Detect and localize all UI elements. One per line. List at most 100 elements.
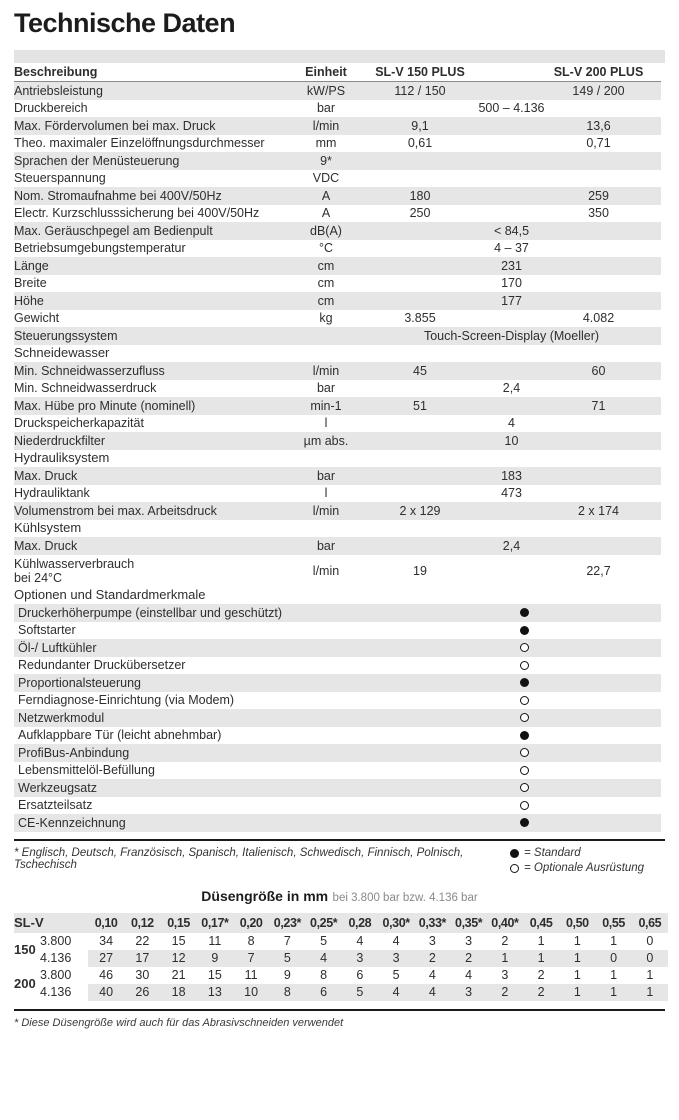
nozzle-value: 3 (450, 983, 487, 1001)
spec-row: Nom. Stromaufnahme bei 400V/50Hz A 180 259 (14, 187, 661, 205)
nozzle-value: 11 (244, 968, 258, 982)
nozzle-value: 30 (135, 968, 150, 982)
nozzle-table: SL-V 0,10 0,12 0,15 0,17* 0,20 0,23* 0,25* 0,28 0… (14, 912, 668, 1001)
nozzle-value: 0 (631, 949, 668, 967)
nozzle-footnote: * Diese Düsengröße wird auch für das Abr… (14, 1017, 344, 1029)
spec-value-150: 51 (362, 397, 478, 415)
spec-gap (478, 310, 536, 328)
option-row: Druckerhöherpumpe (einstellbar und gesch… (14, 604, 661, 622)
nozzle-value: 15 (207, 968, 222, 982)
spec-label: Druckspeicherkapazität (14, 416, 144, 431)
nozzle-value: 18 (160, 983, 197, 1001)
nozzle-value: 1 (537, 934, 545, 948)
nozzle-title-sub: bei 3.800 bar bzw. 4.136 bar (332, 891, 478, 904)
spec-value-150 (362, 152, 478, 170)
nozzle-pressure: 4.136 (40, 985, 72, 999)
spec-label-line1: Kühlwasserverbrauch (14, 556, 135, 571)
nozzle-value: 5 (392, 968, 400, 982)
spec-gap (478, 555, 536, 587)
option-label: Lebensmittelöl-Befüllung (18, 763, 155, 778)
spec-unit: kW/PS (290, 81, 362, 100)
spec-row: Electr. Kurzschlusssicherung bei 400V/50… (14, 205, 661, 223)
spec-gap (478, 117, 536, 135)
option-row: Softstarter (14, 622, 661, 640)
column-header-model1: SL-V 150 PLUS (362, 63, 478, 82)
nozzle-size-header: 0,40* (486, 912, 523, 933)
spec-label: Min. Schneidwasserzufluss (14, 362, 290, 380)
legend-standard-line: = Standard (510, 846, 665, 861)
column-header-description: Beschreibung (14, 63, 290, 82)
spec-value-150: 3.855 (404, 311, 436, 326)
spec-value-span: 4 – 37 (494, 241, 529, 256)
standard-dot-icon (510, 848, 519, 858)
legend-optional-line: = Optionale Ausrüstung (510, 861, 665, 876)
nozzle-value: 1 (610, 968, 618, 982)
optional-dot-icon (519, 713, 529, 723)
nozzle-title-bold: Düsengröße in mm (201, 887, 329, 904)
section-heading: Hydrauliksystem (14, 449, 661, 467)
spec-value-span: 2,4 (502, 381, 521, 396)
spec-label: Steuerungssystem (14, 327, 290, 345)
nozzle-value: 0 (595, 949, 632, 967)
nozzle-value: 1 (646, 968, 654, 982)
option-row: Aufklappbare Tür (leicht abnehmbar) (14, 727, 661, 745)
nozzle-value: 26 (124, 983, 161, 1001)
nozzle-body: 150 3.800 34 22 15 11 8 7 5 4 4 3 3 2 1 1 1 0 4.136 27 17 12 9… (14, 932, 668, 1001)
nozzle-pressure: 3.800 (40, 934, 72, 948)
nozzle-size-header: 0,12 (124, 912, 161, 933)
spec-value-200: 259 (536, 187, 661, 205)
spec-value-150 (362, 170, 478, 188)
spec-value-200 (536, 170, 661, 188)
spec-row: Steuerungssystem Touch-Screen-Display (Mo… (14, 327, 661, 345)
nozzle-value: 5 (320, 934, 328, 948)
spec-row: Gewicht kg 3.855 4.082 (14, 310, 661, 328)
nozzle-value: 2 (523, 983, 560, 1001)
nozzle-value: 46 (99, 968, 114, 982)
spec-value-150: 19 (413, 563, 427, 578)
spec-section: Beschreibung Einheit SL-V 150 PLUS SL-V … (14, 63, 665, 832)
spec-unit: cm (290, 257, 362, 275)
nozzle-value: 2 (501, 934, 509, 948)
languages-footnote: * Englisch, Deutsch, Französisch, Spanis… (14, 846, 464, 871)
option-dot-cell (454, 730, 594, 740)
option-label: Netzwerkmodul (18, 710, 105, 725)
page-title: Technische Daten (14, 8, 236, 38)
spec-row: Min. Schneidwasserdruck bar 2,4 (14, 380, 661, 398)
nozzle-value: 1 (610, 934, 618, 948)
option-label: Ferndiagnose-Einrichtung (via Modem) (18, 693, 235, 708)
section-heading: Schneidewasser (14, 344, 661, 362)
spec-unit: l (324, 416, 328, 431)
column-header-unit: Einheit (290, 63, 362, 82)
spec-unit: A (290, 187, 362, 205)
nozzle-size-header: 0,35* (450, 912, 487, 933)
spec-row: Sprachen der Menüsteuerung 9* (14, 152, 661, 170)
spec-unit: l (324, 486, 328, 501)
spec-label: Volumenstrom bei max. Arbeitsdruck (14, 502, 290, 520)
option-row: ProfiBus-Anbindung (14, 744, 661, 762)
spec-unit: l/min (290, 117, 362, 135)
spec-value-150: 9,1 (362, 117, 478, 135)
nozzle-value: 11 (208, 934, 222, 948)
nozzle-value: 3 (465, 934, 473, 948)
spec-unit: cm (290, 292, 362, 310)
option-dot-cell (454, 695, 594, 705)
nozzle-value: 4 (392, 934, 400, 948)
spec-label-line2: bei 24°C (14, 570, 63, 585)
options-body: Druckerhöherpumpe (einstellbar und gesch… (14, 604, 665, 832)
legend-standard-label: = Standard (524, 846, 581, 859)
section-heading-row: Kühlsystem (14, 519, 661, 537)
column-header-gap (478, 63, 536, 82)
spec-unit: A (321, 206, 331, 221)
spec-value-200: 71 (536, 397, 661, 415)
option-dot-cell (454, 608, 594, 618)
option-label: Werkzeugsatz (18, 780, 97, 795)
spec-gap (478, 397, 536, 415)
option-dot-cell (454, 800, 594, 810)
option-row: CE-Kennzeichnung (14, 814, 661, 832)
optional-dot-icon (519, 748, 529, 758)
spec-value-150: 0,61 (407, 136, 433, 151)
optional-dot-icon (519, 765, 529, 775)
option-label: Aufklappbare Tür (leicht abnehmbar) (18, 728, 222, 743)
nozzle-value: 12 (160, 949, 197, 967)
spec-row: Steuerspannung VDC (14, 170, 661, 188)
